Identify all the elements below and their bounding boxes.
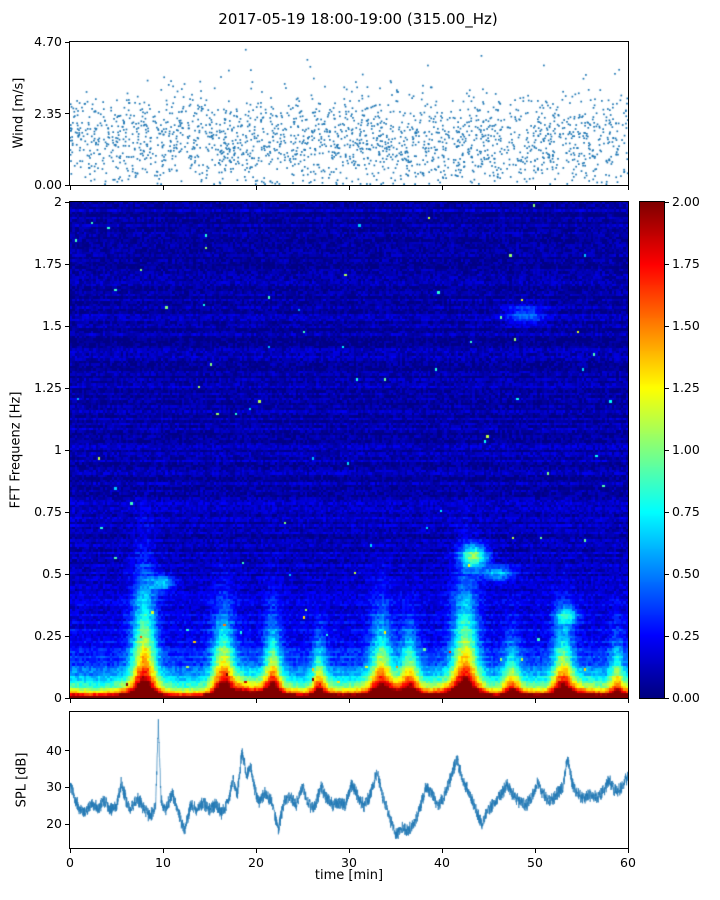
figure-title: 2017-05-19 18:00-19:00 (315.00_Hz) <box>218 10 498 28</box>
y-tick <box>65 325 69 327</box>
x-tick <box>255 699 257 703</box>
x-tick <box>627 849 629 853</box>
colorbar-tick <box>665 697 669 699</box>
x-tick <box>69 699 71 703</box>
x-tick <box>534 699 536 703</box>
x-tick <box>534 849 536 853</box>
x-tick <box>69 186 71 190</box>
colorbar-tick <box>665 573 669 575</box>
y-tick <box>65 511 69 513</box>
y-tick-label: 1.75 <box>34 256 62 271</box>
colorbar-tick-label: 0.25 <box>672 628 700 643</box>
y-tick <box>65 786 69 788</box>
x-tick <box>162 699 164 703</box>
x-tick-label: 20 <box>248 855 264 870</box>
y-tick-label: 0.5 <box>42 566 62 581</box>
x-tick-label: 0 <box>66 855 74 870</box>
y-tick <box>65 635 69 637</box>
y-tick <box>65 750 69 752</box>
x-tick <box>627 699 629 703</box>
y-tick-label: 0.75 <box>34 504 62 519</box>
spl-line-plot <box>69 711 629 849</box>
colorbar-tick-label: 1.50 <box>672 318 700 333</box>
x-tick <box>348 186 350 190</box>
colorbar-tick-label: 0.50 <box>672 566 700 581</box>
y-tick-label: 0.00 <box>34 177 62 192</box>
y-tick-label: 4.70 <box>34 34 62 49</box>
y-tick <box>65 387 69 389</box>
x-axis-label: time [min] <box>314 868 384 883</box>
colorbar-tick-label: 0.00 <box>672 690 700 705</box>
y-tick-label: 2.35 <box>34 105 62 121</box>
x-tick-label: 60 <box>620 855 636 870</box>
x-tick <box>255 186 257 190</box>
colorbar-tick <box>665 635 669 637</box>
colorbar-tick-label: 0.75 <box>672 504 700 519</box>
y-tick-label: 30 <box>46 779 62 795</box>
colorbar-tick <box>665 511 669 513</box>
colorbar-tick <box>665 201 669 203</box>
y-tick <box>65 41 69 43</box>
x-tick <box>441 849 443 853</box>
y-tick-label: 1.5 <box>42 318 62 333</box>
x-tick-label: 50 <box>527 855 543 870</box>
y-tick-label: 2 <box>54 194 62 209</box>
colorbar <box>639 201 665 699</box>
colorbar-tick <box>665 449 669 451</box>
y-tick-label: 0.25 <box>34 628 62 643</box>
x-tick <box>162 186 164 190</box>
x-tick <box>255 849 257 853</box>
y-tick <box>65 184 69 186</box>
y-tick <box>65 113 69 114</box>
y-tick-label: 20 <box>46 816 62 832</box>
x-tick <box>69 849 71 853</box>
colorbar-tick <box>665 325 669 327</box>
y-tick-label: 0 <box>54 690 62 705</box>
y-tick-label: 1 <box>54 442 62 457</box>
y-tick <box>65 201 69 203</box>
wind-scatter-plot <box>69 41 629 186</box>
y-tick <box>65 697 69 699</box>
y-tick <box>65 449 69 451</box>
colorbar-tick <box>665 387 669 389</box>
y-tick-label: 40 <box>46 742 62 758</box>
colorbar-tick-label: 1.75 <box>672 256 700 271</box>
x-tick-label: 30 <box>341 855 357 870</box>
spectrogram-plot <box>69 201 629 699</box>
x-tick <box>348 699 350 703</box>
x-tick <box>348 849 350 853</box>
x-tick-label: 10 <box>155 855 171 870</box>
x-tick <box>441 699 443 703</box>
x-tick <box>534 186 536 190</box>
x-tick-label: 40 <box>434 855 450 870</box>
y-tick <box>65 263 69 265</box>
x-tick <box>627 186 629 190</box>
x-tick <box>162 849 164 853</box>
y-tick <box>65 573 69 575</box>
colorbar-tick <box>665 263 669 265</box>
colorbar-tick-label: 1.00 <box>672 442 700 457</box>
colorbar-tick-label: 1.25 <box>672 380 700 395</box>
colorbar-tick-label: 2.00 <box>672 194 700 209</box>
y-tick-label: 1.25 <box>34 380 62 395</box>
y-tick <box>65 823 69 825</box>
x-tick <box>441 186 443 190</box>
